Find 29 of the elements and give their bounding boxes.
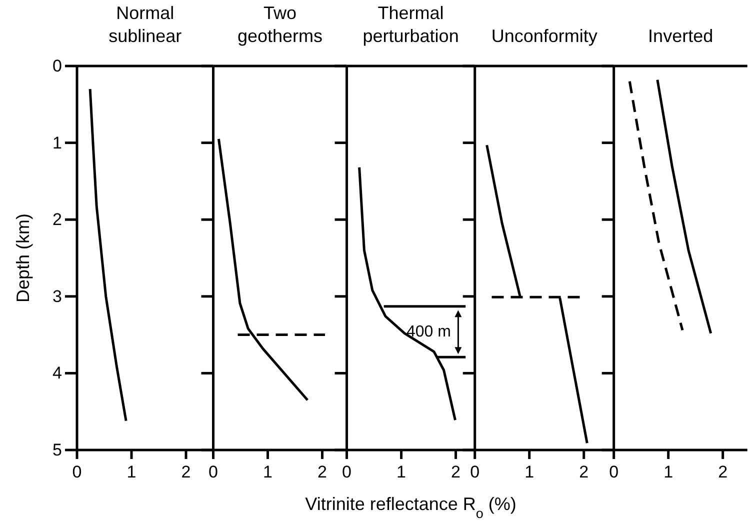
chart-title: Unconformity <box>491 26 598 46</box>
x-tick-label: 1 <box>664 462 674 482</box>
y-tick-label: 4 <box>52 364 62 383</box>
chart-title: Thermal perturbation <box>362 3 459 46</box>
x-tick-label: 1 <box>126 462 136 482</box>
y-tick-label: 0 <box>52 56 62 76</box>
chart-title: Normal sublinear <box>108 3 182 46</box>
chart-title: Two geotherms <box>237 3 323 46</box>
x-tick-label: 2 <box>181 462 191 482</box>
x-tick-label: 0 <box>72 462 82 482</box>
annotation: 400 m <box>406 324 451 341</box>
x-tick-label: 2 <box>318 462 327 482</box>
x-tick-label: 0 <box>609 462 619 482</box>
x-axis-title: Vitrinite reflectance R$_{o}$ (%) <box>305 494 516 520</box>
x-tick-label: 0 <box>208 462 218 482</box>
x-tick-label: 0 <box>342 462 352 482</box>
x-tick-label: 2 <box>579 462 589 482</box>
x-tick-label: 1 <box>396 462 406 482</box>
x-tick-label: 0 <box>470 462 480 482</box>
y-axis-title: Depth (km) <box>13 213 33 303</box>
y-tick-label: 3 <box>52 286 62 306</box>
x-tick-label: 2 <box>451 462 461 482</box>
x-tick-label: 1 <box>263 462 272 482</box>
x-tick-label: 2 <box>718 462 728 482</box>
x-tick-label: 1 <box>524 462 534 482</box>
y-tick-label: 2 <box>52 210 62 230</box>
y-tick-label: 1 <box>52 133 62 152</box>
y-tick-label: 5 <box>52 440 62 460</box>
chart-title: Inverted <box>648 26 714 46</box>
